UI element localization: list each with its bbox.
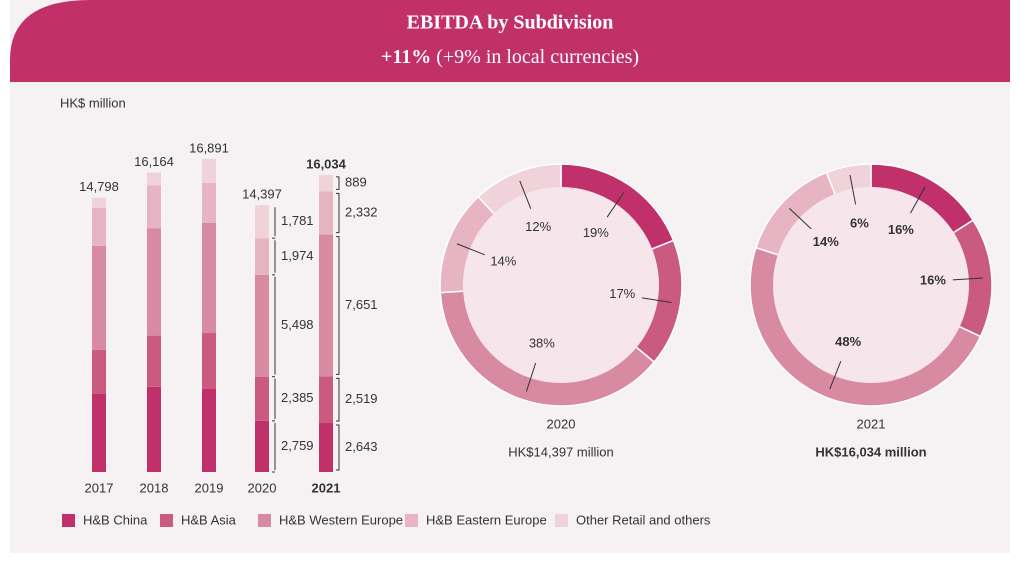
- bracket: [336, 377, 340, 422]
- slice-label: 12%: [525, 219, 551, 234]
- segment-label: 2,332: [345, 204, 378, 219]
- bar-segment: [319, 423, 333, 472]
- bar-segment: [255, 376, 269, 421]
- legend-label: Other Retail and others: [576, 512, 711, 527]
- donut-hole: [463, 187, 659, 383]
- bracket: [336, 192, 340, 234]
- bracket: [336, 236, 340, 375]
- bar-segment: [319, 234, 333, 377]
- leader-line: [789, 207, 812, 230]
- bar-segment: [202, 333, 216, 389]
- segment-label: 7,651: [345, 297, 378, 312]
- leader-line: [456, 243, 485, 256]
- leader-line: [519, 180, 532, 209]
- bracket: [336, 176, 340, 190]
- leader-line: [849, 174, 857, 205]
- segment-label: 1,974: [281, 248, 314, 263]
- x-tick-label: 2017: [85, 480, 114, 495]
- legend-swatch: [555, 514, 568, 527]
- bar-segment: [202, 388, 216, 472]
- bar-segment: [92, 207, 106, 246]
- subtitle: +11% (+9% in local currencies): [381, 46, 639, 68]
- bar-segment: [92, 197, 106, 208]
- total-label: 16,891: [189, 140, 229, 155]
- bar-segment: [92, 349, 106, 394]
- segment-label: 889: [345, 175, 367, 190]
- leader-line: [829, 361, 842, 390]
- bar-segment: [319, 376, 333, 424]
- slice-label: 17%: [609, 286, 635, 301]
- bar-segment: [319, 174, 333, 192]
- donut-caption: HK$14,397 million: [508, 444, 614, 459]
- bar-segment: [147, 228, 161, 336]
- x-tick-label: 2018: [140, 480, 169, 495]
- header-band: [10, 0, 1010, 82]
- total-label: 14,798: [79, 179, 119, 194]
- slice-label: 48%: [835, 334, 861, 349]
- x-tick-label: 2020: [248, 480, 277, 495]
- bar-segment: [255, 274, 269, 377]
- subtitle-bold: +11%: [381, 46, 431, 68]
- bar-segment: [202, 158, 216, 183]
- x-tick-label: 2021: [312, 480, 341, 495]
- bar-segment: [202, 222, 216, 334]
- legend-swatch: [62, 514, 75, 527]
- leader-line: [952, 277, 983, 281]
- donut-hole: [773, 187, 969, 383]
- bar-segment: [255, 420, 269, 472]
- x-tick-label: 2019: [195, 480, 224, 495]
- bar-segment: [255, 205, 269, 239]
- slice-label: 16%: [920, 273, 946, 288]
- legend-swatch: [405, 514, 418, 527]
- bar-segment: [255, 238, 269, 275]
- segment-label: 2,519: [345, 391, 378, 406]
- bar-segment: [92, 245, 106, 350]
- leader-line: [525, 362, 537, 392]
- bar-segment: [92, 393, 106, 472]
- legend-label: H&B China: [83, 512, 148, 527]
- leader-line: [606, 192, 625, 218]
- slice-label: 16%: [888, 222, 914, 237]
- slice-label: 19%: [583, 225, 609, 240]
- total-label: 16,164: [134, 154, 174, 169]
- bar-segment: [202, 182, 216, 223]
- bar-segment: [147, 172, 161, 186]
- legend-label: H&B Asia: [181, 512, 237, 527]
- donut-year: 2021: [857, 416, 886, 431]
- legend-label: H&B Eastern Europe: [426, 512, 547, 527]
- slice-label: 14%: [490, 254, 516, 269]
- unit-label: HK$ million: [60, 95, 126, 110]
- donut-year: 2020: [547, 416, 576, 431]
- leader-line: [910, 186, 926, 214]
- legend-label: H&B Western Europe: [279, 512, 403, 527]
- segment-label: 2,759: [281, 438, 314, 453]
- bar-segment: [147, 185, 161, 229]
- segment-label: 2,385: [281, 390, 314, 405]
- leader-line: [641, 297, 672, 304]
- segment-label: 5,498: [281, 317, 314, 332]
- total-label: 16,034: [306, 156, 347, 171]
- slice-label: 38%: [529, 335, 555, 350]
- legend-swatch: [258, 514, 271, 527]
- segment-label: 1,781: [281, 213, 314, 228]
- bar-segment: [147, 335, 161, 387]
- bar-segment: [147, 386, 161, 472]
- legend-swatch: [160, 514, 173, 527]
- subtitle-rest: (+9% in local currencies): [436, 46, 639, 68]
- bracket: [336, 424, 340, 471]
- total-label: 14,397: [242, 187, 282, 202]
- bar-segment: [319, 191, 333, 235]
- slice-label: 6%: [850, 216, 869, 231]
- slice-label: 14%: [813, 234, 839, 249]
- title: EBITDA by Subdivision: [407, 12, 614, 34]
- segment-label: 2,643: [345, 439, 378, 454]
- donut-caption: HK$16,034 million: [815, 444, 926, 459]
